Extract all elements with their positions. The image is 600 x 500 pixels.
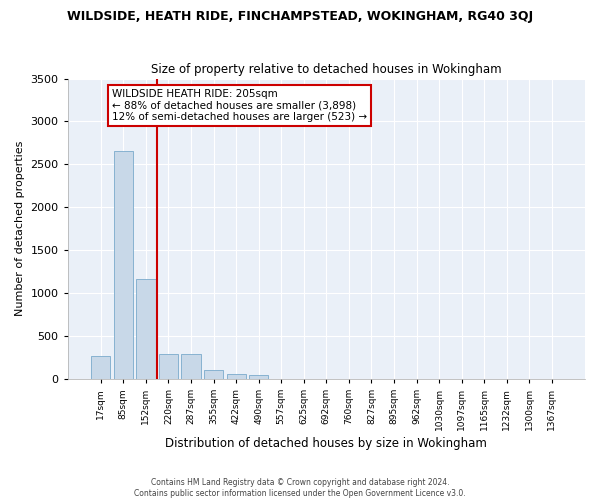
Bar: [227, 374, 246, 379]
Bar: [114, 152, 133, 379]
Bar: [249, 376, 268, 379]
Bar: [136, 280, 155, 379]
Text: Contains HM Land Registry data © Crown copyright and database right 2024.
Contai: Contains HM Land Registry data © Crown c…: [134, 478, 466, 498]
Y-axis label: Number of detached properties: Number of detached properties: [15, 141, 25, 316]
Bar: [204, 370, 223, 379]
X-axis label: Distribution of detached houses by size in Wokingham: Distribution of detached houses by size …: [166, 437, 487, 450]
Title: Size of property relative to detached houses in Wokingham: Size of property relative to detached ho…: [151, 63, 502, 76]
Text: WILDSIDE HEATH RIDE: 205sqm
← 88% of detached houses are smaller (3,898)
12% of : WILDSIDE HEATH RIDE: 205sqm ← 88% of det…: [112, 89, 367, 122]
Bar: [181, 354, 200, 379]
Text: WILDSIDE, HEATH RIDE, FINCHAMPSTEAD, WOKINGHAM, RG40 3QJ: WILDSIDE, HEATH RIDE, FINCHAMPSTEAD, WOK…: [67, 10, 533, 23]
Bar: [159, 354, 178, 379]
Bar: [91, 356, 110, 379]
